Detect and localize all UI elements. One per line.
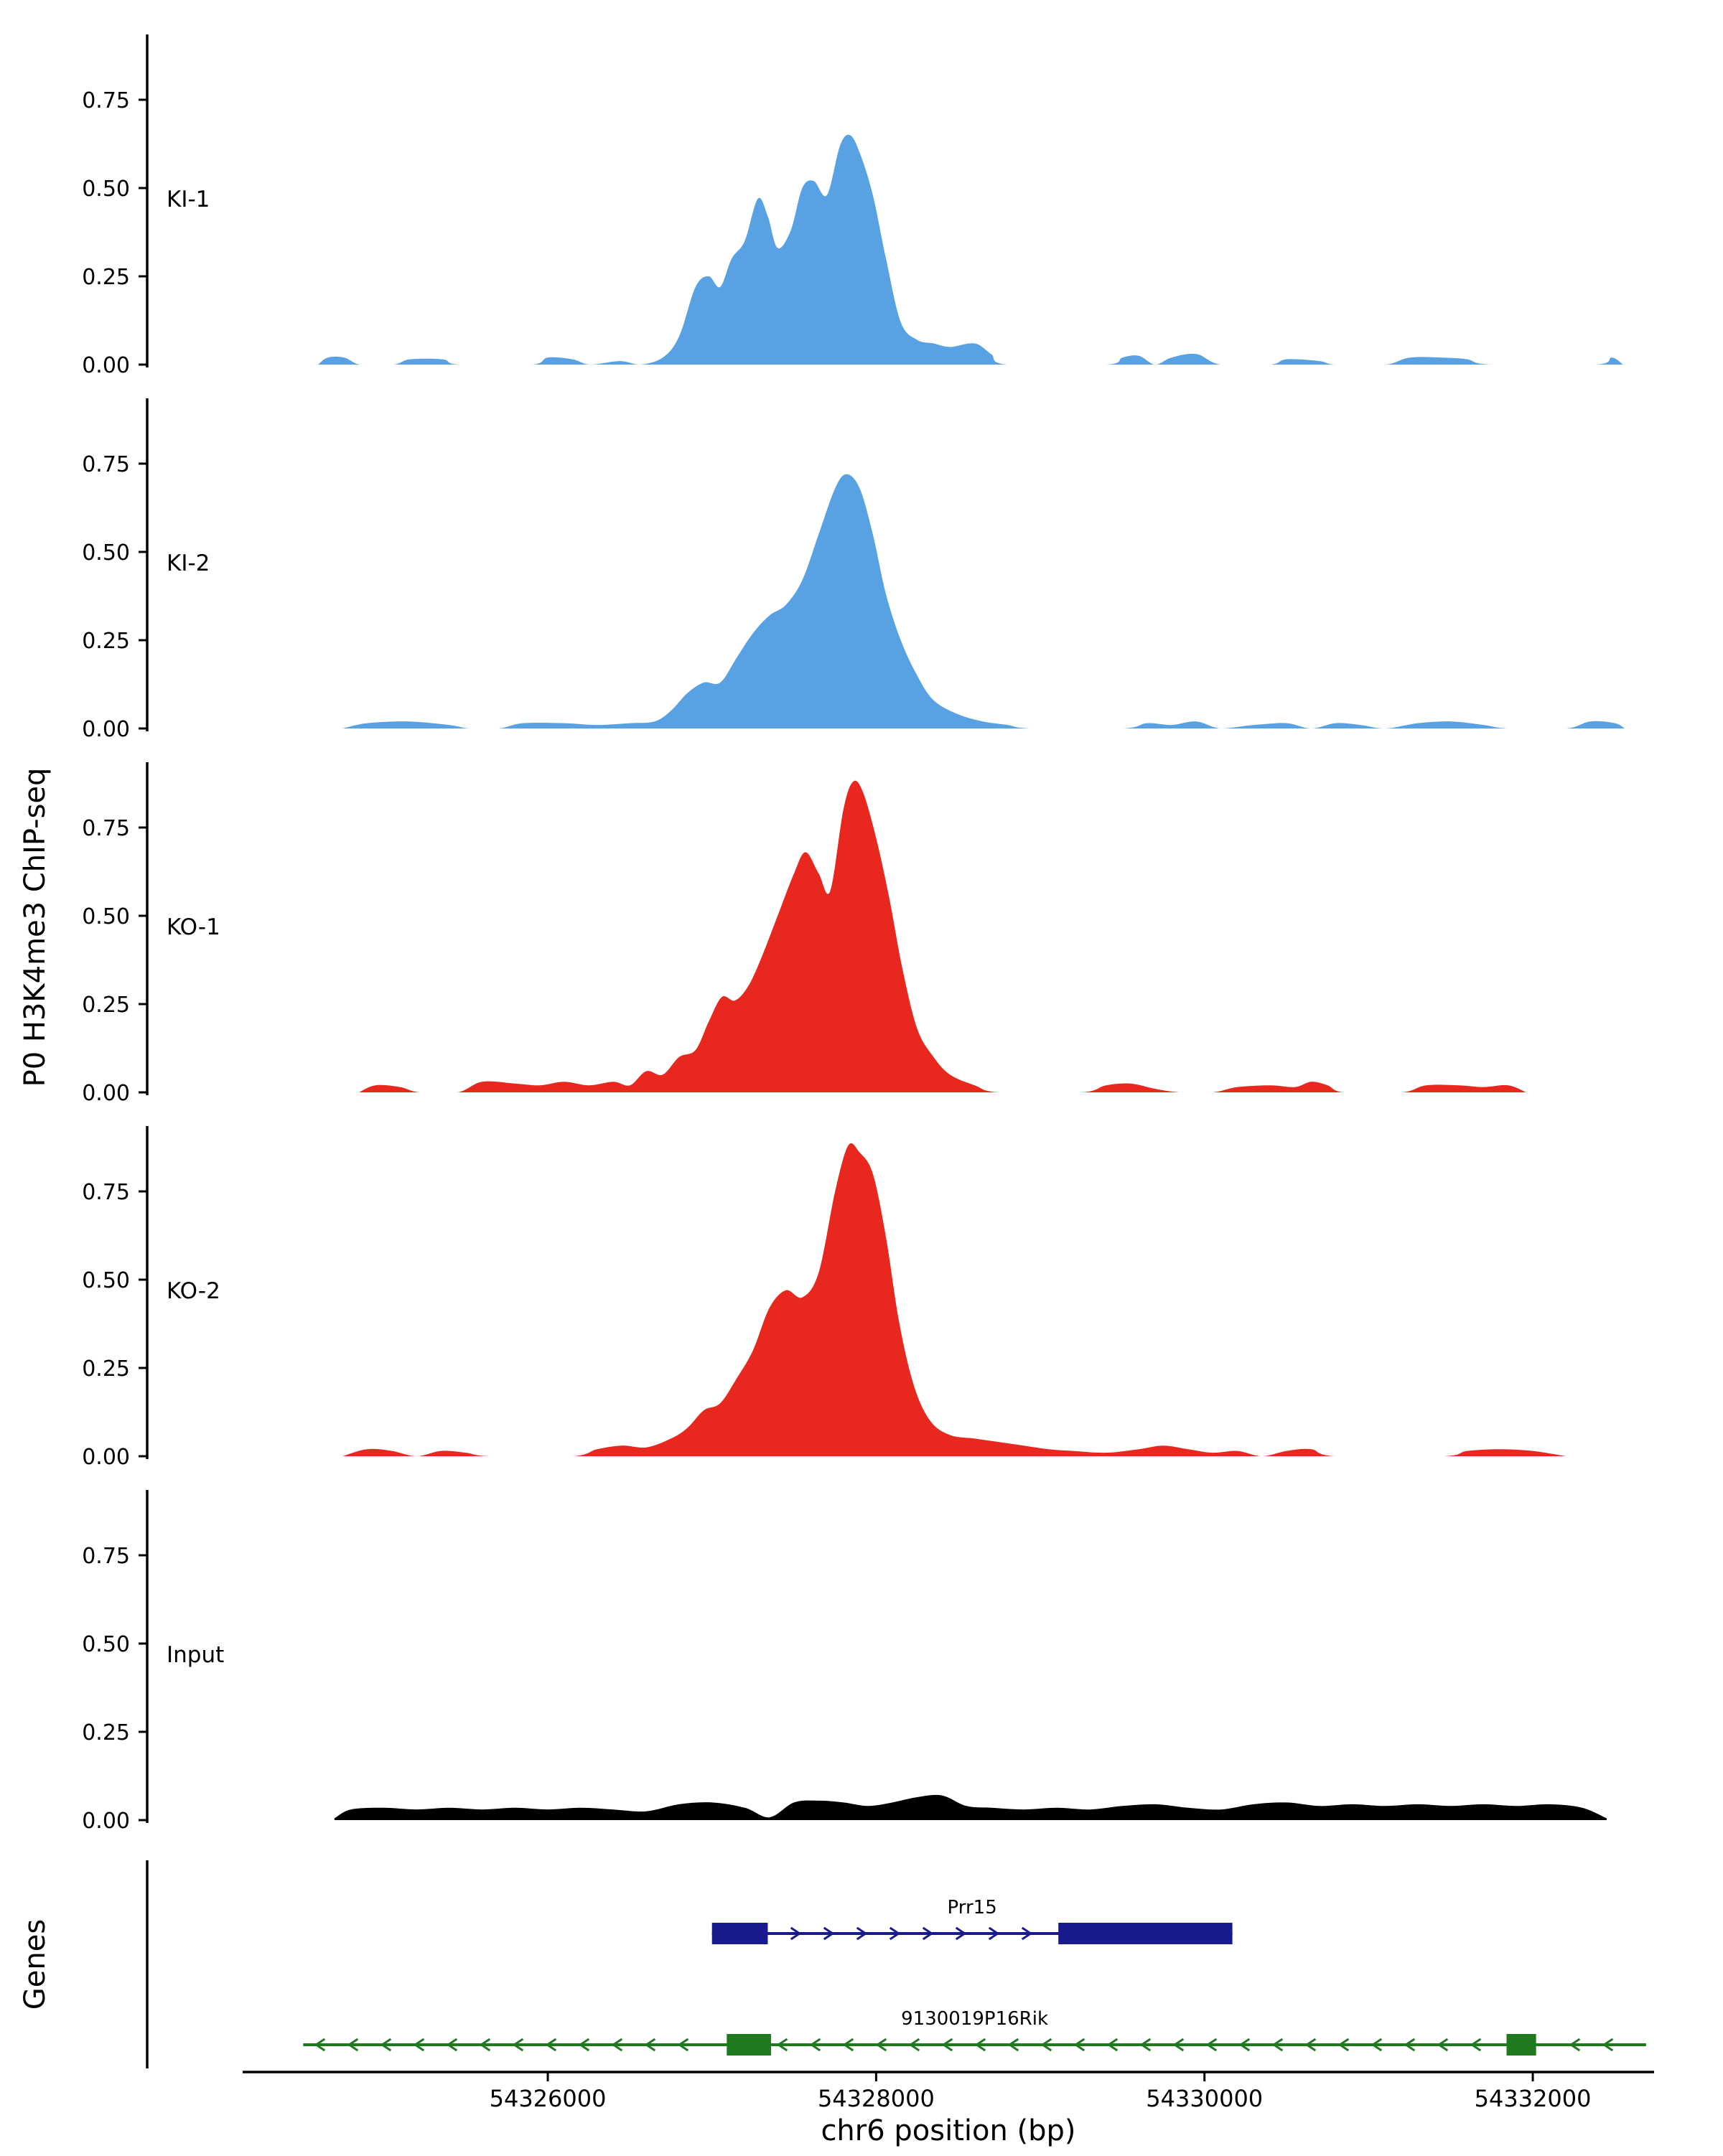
y-tick-label: 0.50 xyxy=(82,904,130,929)
y-tick-label: 0.75 xyxy=(82,816,130,841)
y-tick-label: 0.25 xyxy=(82,1356,130,1382)
gene-exon xyxy=(1058,1923,1233,1944)
area-KI-2 xyxy=(342,474,1625,728)
strand-arrow-icon xyxy=(578,2038,590,2052)
gene-model-Prr15: Prr15 xyxy=(711,1897,1233,1944)
strand-arrow-icon xyxy=(974,2038,986,2052)
strand-arrow-icon xyxy=(545,2038,557,2052)
strand-arrow-icon xyxy=(1337,2038,1350,2052)
area-KO-1 xyxy=(359,780,1526,1092)
x-tick-label: 54328000 xyxy=(818,2085,935,2112)
strand-arrow-icon xyxy=(644,2038,656,2052)
strand-arrow-icon xyxy=(1271,2038,1284,2052)
x-axis: 54326000 54328000 54330000 54332000 chr6 pos… xyxy=(243,2071,1654,2147)
track-label-KO-2: KO-2 xyxy=(167,1278,220,1304)
area-KI-1 xyxy=(317,134,1623,365)
y-axis-title: P0 H3K4me3 ChIP-seq xyxy=(19,768,52,1087)
genes-panel: Prr15 9130019P16Rik xyxy=(146,1860,1646,2068)
y-tick-label: 0.25 xyxy=(82,1720,130,1745)
strand-arrow-icon xyxy=(941,2038,953,2052)
strand-arrow-icon xyxy=(955,1926,967,1941)
gene-model-9130019P16Rik: 9130019P16Rik xyxy=(303,2008,1646,2056)
y-tick-label: 0.25 xyxy=(82,993,130,1018)
track-panel-KI-2: 0.00 0.25 0.50 0.75 KI-2 xyxy=(82,398,1625,742)
strand-arrow-icon xyxy=(1569,2038,1581,2052)
track-panel-KO-1: 0.00 0.25 0.50 0.75 KO-1 xyxy=(82,762,1526,1106)
strand-arrow-icon xyxy=(512,2038,524,2052)
y-tick-label: 0.50 xyxy=(82,540,130,566)
strand-arrow-icon xyxy=(823,1926,835,1941)
y-tick-label: 0.75 xyxy=(82,1544,130,1569)
y-tick-label: 0.50 xyxy=(82,1632,130,1657)
y-tick-label: 0.75 xyxy=(82,88,130,113)
y-tick-label: 0.00 xyxy=(82,1809,130,1834)
strand-arrow-icon xyxy=(875,2038,887,2052)
gene-name-label: Prr15 xyxy=(948,1897,997,1918)
strand-arrow-icon xyxy=(479,2038,491,2052)
strand-arrow-icon xyxy=(889,1926,901,1941)
gene-name-label: 9130019P16Rik xyxy=(901,2008,1048,2030)
strand-arrow-icon xyxy=(842,2038,854,2052)
strand-arrow-icon xyxy=(314,2038,326,2052)
strand-arrow-icon xyxy=(776,2038,788,2052)
track-panel-Input: 0.00 0.25 0.50 0.75 Input xyxy=(82,1490,1607,1834)
track-label-KO-1: KO-1 xyxy=(167,914,220,940)
strand-arrow-icon xyxy=(988,1926,1000,1941)
y-tick-label: 0.50 xyxy=(82,177,130,202)
strand-arrow-icon xyxy=(1040,2038,1052,2052)
strand-arrow-icon xyxy=(809,2038,821,2052)
strand-arrow-icon xyxy=(1404,2038,1416,2052)
x-tick-label: 54332000 xyxy=(1475,2085,1592,2112)
gene-exon xyxy=(1506,2034,1536,2056)
strand-arrow-icon xyxy=(1602,2038,1614,2052)
y-tick-label: 0.50 xyxy=(82,1268,130,1293)
strand-arrow-icon xyxy=(1021,1926,1033,1941)
gene-exon xyxy=(711,1923,768,1944)
y-tick-label: 0.75 xyxy=(82,452,130,477)
strand-arrow-icon xyxy=(1205,2038,1218,2052)
strand-arrow-icon xyxy=(677,2038,689,2052)
strand-arrow-icon xyxy=(1470,2038,1482,2052)
strand-arrow-icon xyxy=(1139,2038,1152,2052)
strand-arrow-icon xyxy=(611,2038,623,2052)
strand-arrow-icon xyxy=(1172,2038,1185,2052)
x-tick-label: 54330000 xyxy=(1146,2085,1263,2112)
strand-arrow-icon xyxy=(790,1926,802,1941)
strand-arrow-icon xyxy=(380,2038,392,2052)
strand-arrow-icon xyxy=(1304,2038,1317,2052)
area-Input xyxy=(334,1794,1607,1820)
strand-arrow-icon xyxy=(908,2038,920,2052)
y-tick-label: 0.75 xyxy=(82,1180,130,1205)
track-panel-KI-1: 0.00 0.25 0.50 0.75 KI-1 xyxy=(82,34,1623,378)
strand-arrow-icon xyxy=(413,2038,425,2052)
track-label-KI-2: KI-2 xyxy=(167,550,210,576)
strand-arrow-icon xyxy=(347,2038,359,2052)
track-panel-KO-2: 0.00 0.25 0.50 0.75 KO-2 xyxy=(82,1126,1566,1470)
y-tick-label: 0.00 xyxy=(82,717,130,742)
y-tick-label: 0.00 xyxy=(82,1081,130,1106)
y-tick-label: 0.00 xyxy=(82,353,130,378)
strand-arrow-icon xyxy=(856,1926,868,1941)
strand-arrow-icon xyxy=(1073,2038,1085,2052)
area-KO-2 xyxy=(342,1143,1566,1456)
x-axis-title: chr6 position (bp) xyxy=(821,2114,1075,2147)
strand-arrow-icon xyxy=(1007,2038,1019,2052)
y-tick-label: 0.25 xyxy=(82,629,130,654)
y-tick-label: 0.25 xyxy=(82,265,130,290)
genes-panel-title: Genes xyxy=(19,1919,52,2010)
track-label-Input: Input xyxy=(167,1642,224,1668)
strand-arrow-icon xyxy=(1437,2038,1449,2052)
gene-exon xyxy=(727,2034,772,2056)
track-label-KI-1: KI-1 xyxy=(167,187,210,212)
strand-arrow-icon xyxy=(1106,2038,1119,2052)
y-tick-label: 0.00 xyxy=(82,1445,130,1470)
strand-arrow-icon xyxy=(1371,2038,1383,2052)
x-tick-label: 54326000 xyxy=(490,2085,607,2112)
strand-arrow-icon xyxy=(446,2038,458,2052)
strand-arrow-icon xyxy=(922,1926,934,1941)
strand-arrow-icon xyxy=(1238,2038,1251,2052)
